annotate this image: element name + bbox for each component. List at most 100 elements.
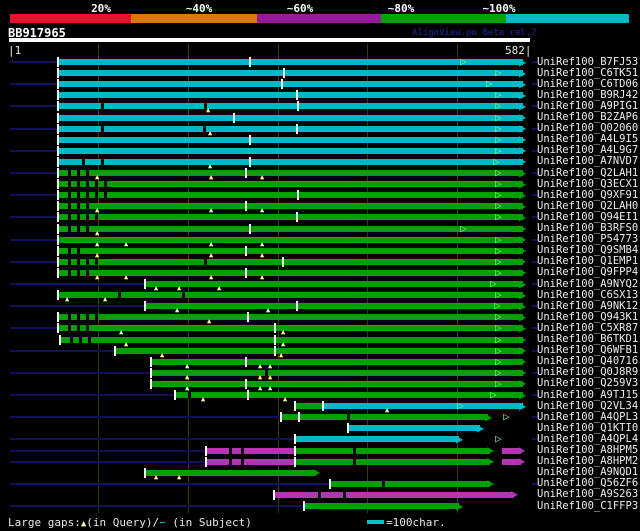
query-gap-triangle-icon: ▲ xyxy=(95,228,100,237)
hit-label[interactable]: UniRef100_Q0J8R9 xyxy=(537,366,639,379)
hit-label[interactable]: UniRef100_C6TD06 xyxy=(537,77,639,90)
hit-label[interactable]: UniRef100_B3RFS0 xyxy=(537,222,639,234)
hit-label[interactable]: UniRef100_B7FJ53 xyxy=(537,55,639,68)
alignment-bar[interactable] xyxy=(331,480,490,487)
subject-gap-mark xyxy=(86,325,89,332)
segment-boundary-tick xyxy=(296,123,298,134)
alignment-bar[interactable] xyxy=(59,258,523,265)
hit-label[interactable]: UniRef100_Q02060 xyxy=(537,122,639,135)
alignment-bar[interactable] xyxy=(59,214,523,221)
hit-label[interactable]: UniRef100_A4QPL3 xyxy=(537,410,639,423)
subject-gap-mark xyxy=(101,158,104,165)
alignment-bar[interactable] xyxy=(146,303,523,310)
alignment-bar[interactable] xyxy=(275,491,514,498)
alignment-bar[interactable] xyxy=(296,447,490,454)
alignment-bar[interactable] xyxy=(207,458,294,465)
alignment-bar[interactable] xyxy=(59,236,523,243)
hit-label[interactable]: UniRef100_A8HPM5 xyxy=(537,444,639,456)
hit-label[interactable]: UniRef100_Q56ZF6 xyxy=(537,477,639,490)
alignment-bar[interactable] xyxy=(59,114,523,121)
subject-gap-mark xyxy=(86,225,89,232)
alignment-bar[interactable] xyxy=(59,147,523,154)
hit-label[interactable]: UniRef100_A9TJ15 xyxy=(537,388,639,401)
alignment-bar[interactable] xyxy=(323,403,523,410)
alignment-bar[interactable] xyxy=(296,458,490,465)
alignment-bar[interactable] xyxy=(349,425,480,432)
hit-label[interactable]: UniRef100_C5XR87 xyxy=(537,321,639,334)
hit-label[interactable]: UniRef100_A7NVD7 xyxy=(537,155,639,168)
alignment-bar[interactable] xyxy=(59,192,523,199)
alignment-bar[interactable] xyxy=(502,447,521,454)
alignment-bar[interactable] xyxy=(116,347,523,354)
alignment-bar[interactable] xyxy=(146,469,316,476)
alignment-bar[interactable] xyxy=(59,81,523,88)
hit-label[interactable]: UniRef100_A4QPL4 xyxy=(537,432,639,445)
hit-label[interactable]: UniRef100_Q1EMP1 xyxy=(537,255,639,268)
subject-end-arrow-icon: ▷ xyxy=(460,221,467,235)
hit-label[interactable]: UniRef100_A4L9G7 xyxy=(537,144,639,157)
hit-label[interactable]: UniRef100_C6TK51 xyxy=(537,66,639,79)
alignment-bar[interactable] xyxy=(282,414,488,421)
alignment-bar[interactable] xyxy=(59,314,523,321)
alignment-bar[interactable] xyxy=(152,369,523,376)
hit-label[interactable]: UniRef100_A8HPM2 xyxy=(537,455,639,468)
hit-label[interactable]: UniRef100_B9RJ42 xyxy=(537,88,639,101)
alignment-bar[interactable] xyxy=(59,103,523,110)
hit-label[interactable]: UniRef100_C6SX13 xyxy=(537,288,639,301)
hit-label[interactable]: UniRef100_Q943K1 xyxy=(537,310,639,323)
alignment-bar[interactable] xyxy=(296,403,322,410)
hit-label[interactable]: UniRef100_P54773 xyxy=(537,233,639,246)
subject-overhang-line xyxy=(10,371,150,374)
alignment-bar[interactable] xyxy=(59,158,523,165)
hit-label[interactable]: UniRef100_A9NK12 xyxy=(537,299,639,312)
alignment-bar[interactable] xyxy=(59,292,523,299)
hit-label[interactable]: UniRef100_Q2LAH0 xyxy=(537,199,639,212)
alignment-bar[interactable] xyxy=(59,92,523,99)
subject-overhang-line xyxy=(532,105,538,108)
hit-label[interactable]: UniRef100_A4L9I5 xyxy=(537,133,639,146)
alignment-bar[interactable] xyxy=(296,436,459,443)
alignment-bar[interactable] xyxy=(59,225,523,232)
hit-label[interactable]: UniRef100_Q1KTI0 xyxy=(537,421,639,434)
hit-label[interactable]: UniRef100_Q259V3 xyxy=(537,377,639,390)
hit-label[interactable]: UniRef100_A9PIG1 xyxy=(537,99,639,112)
hit-label[interactable]: UniRef100_Q94EI1 xyxy=(537,210,639,223)
hit-label[interactable]: UniRef100_A9NYQ2 xyxy=(537,277,639,290)
hit-label[interactable]: UniRef100_Q9XF91 xyxy=(537,188,639,201)
alignment-bar[interactable] xyxy=(61,336,523,343)
alignment-bar[interactable] xyxy=(305,503,459,509)
alignment-bar[interactable] xyxy=(152,358,523,365)
hit-label[interactable]: UniRef100_A9NQD1 xyxy=(537,466,639,479)
alignment-bar[interactable] xyxy=(152,380,523,387)
alignment-bar[interactable] xyxy=(176,392,523,398)
hit-label[interactable]: UniRef100_Q2LAH1 xyxy=(537,166,639,179)
hit-label[interactable]: UniRef100_B6TKD1 xyxy=(537,333,639,345)
alignment-bar[interactable] xyxy=(502,458,521,465)
hit-label[interactable]: UniRef100_Q9SMB4 xyxy=(537,244,639,257)
alignment-bar[interactable] xyxy=(59,325,523,332)
hit-label[interactable]: UniRef100_Q40716 xyxy=(537,355,639,368)
hit-label[interactable]: UniRef100_A9S263 xyxy=(537,488,639,501)
alignment-bar[interactable] xyxy=(59,247,523,254)
alignment-bar[interactable] xyxy=(59,170,523,176)
hit-label[interactable]: UniRef100_Q9FPP4 xyxy=(537,266,639,279)
alignment-bar[interactable] xyxy=(59,70,523,77)
hit-label[interactable]: UniRef100_C1FFP3 xyxy=(537,499,639,512)
subject-overhang-line xyxy=(532,438,538,441)
alignment-bar[interactable] xyxy=(59,136,523,143)
hit-label[interactable]: UniRef100_Q2VL34 xyxy=(537,399,639,412)
alignment-bar[interactable] xyxy=(59,269,523,276)
subject-gap-mark xyxy=(95,181,98,188)
segment-boundary-tick xyxy=(249,223,251,234)
hit-label[interactable]: UniRef100_Q3ECX1 xyxy=(537,177,639,190)
subject-gap-mark xyxy=(88,336,91,343)
alignment-bar[interactable] xyxy=(59,203,523,210)
alignment-bar[interactable] xyxy=(207,447,294,454)
subject-overhang-line xyxy=(10,216,57,219)
alignment-bar[interactable] xyxy=(59,125,523,132)
alignment-bar[interactable] xyxy=(146,281,523,287)
alignment-bar[interactable] xyxy=(59,59,523,65)
alignment-bar[interactable] xyxy=(59,181,523,188)
hit-label[interactable]: UniRef100_Q6WFB1 xyxy=(537,344,639,357)
hit-label[interactable]: UniRef100_B2ZAP6 xyxy=(537,111,639,123)
